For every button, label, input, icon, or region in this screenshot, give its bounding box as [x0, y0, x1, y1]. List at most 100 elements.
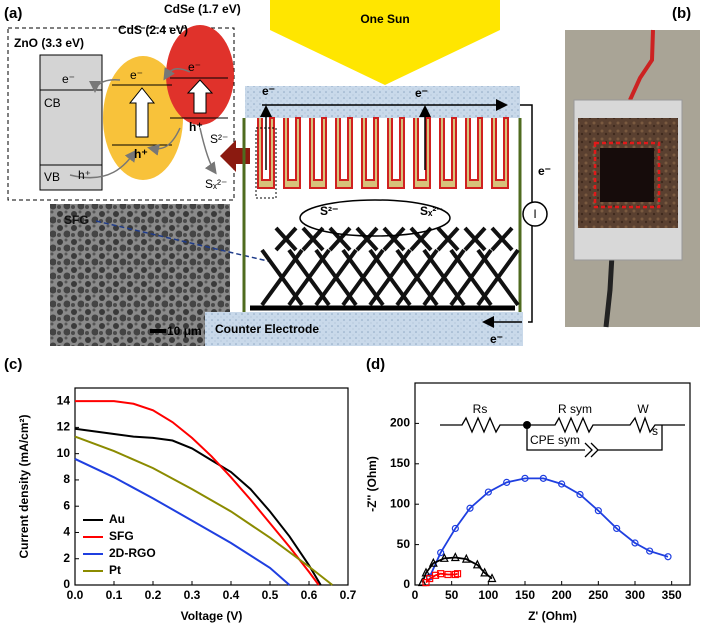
x-tick-label: 0.1 [106, 588, 123, 602]
series-line [74, 458, 291, 586]
wire [628, 29, 655, 101]
rod [387, 117, 405, 189]
equivalent-circuit [440, 416, 685, 458]
y-tick-label: 12 [57, 420, 71, 434]
node [523, 421, 531, 429]
x-axis-title: Z' (Ohm) [528, 609, 577, 623]
y-axis-title: -Z'' (Ohm) [365, 456, 379, 512]
circuit-label: s [652, 424, 658, 438]
rod [439, 117, 457, 189]
redox-cycle [299, 199, 451, 237]
series-line [75, 400, 320, 586]
y-tick-label: 200 [390, 416, 410, 430]
label: h⁺ [78, 168, 91, 182]
scale-label: 10 μm [167, 324, 202, 338]
label: I [533, 207, 536, 221]
circuit-label: W [637, 402, 649, 416]
legend-label: Pt [109, 563, 121, 577]
counter-label: Counter Electrode [215, 322, 319, 336]
point [558, 480, 566, 488]
label: Sₓ²⁻ [420, 204, 443, 218]
sem-image [50, 204, 230, 346]
sfg-lattice [260, 226, 520, 307]
label: CB [44, 96, 61, 110]
panel-label: (b) [672, 5, 691, 22]
rod [361, 117, 379, 189]
y-axis-title: Current density (mA/cm²) [17, 414, 31, 558]
circuit-label: Rs [473, 402, 488, 416]
y-tick-label: 4 [63, 525, 70, 539]
x-axis-title: Voltage (V) [181, 609, 243, 623]
legend-label: 2D-RGO [109, 546, 156, 560]
x-tick-label: 0 [412, 588, 419, 602]
label: S²⁻ [320, 204, 338, 218]
fit-line [421, 556, 493, 583]
y-tick-label: 8 [63, 472, 70, 486]
rod [491, 117, 509, 189]
cdse-excitation-arrow [186, 79, 214, 114]
panel-label: (d) [366, 356, 385, 373]
series-line [74, 435, 334, 586]
lattice-strut [287, 226, 331, 307]
x-tick-label: 0.5 [262, 588, 279, 602]
point [421, 567, 431, 577]
lattice-strut [368, 226, 412, 307]
label: VB [44, 170, 60, 184]
pointer [95, 220, 273, 263]
point [451, 570, 459, 579]
point [422, 578, 430, 587]
label: e⁻ [490, 332, 503, 346]
electron-transfer [89, 79, 121, 93]
x-tick-label: 0.7 [340, 588, 357, 602]
y-tick-label: 100 [390, 496, 410, 510]
cds-excitation-arrow [128, 87, 156, 138]
lattice-strut [395, 226, 439, 307]
y-tick-label: 6 [63, 498, 70, 512]
legend-label: Au [109, 512, 125, 526]
current-meter [522, 201, 548, 227]
x-tick-label: 150 [515, 588, 535, 602]
point [428, 557, 438, 567]
x-tick-label: 350 [662, 588, 682, 602]
point [539, 474, 547, 482]
label: e⁻ [538, 164, 551, 178]
x-tick-label: 0.6 [301, 588, 318, 602]
label: h⁺ [134, 147, 148, 161]
scale-bar [150, 329, 166, 333]
point [444, 570, 452, 579]
highlight-box [593, 141, 661, 209]
counter-glass [205, 312, 523, 346]
point [503, 478, 511, 486]
wire [603, 254, 615, 328]
label: S²⁻ [210, 132, 228, 146]
label: e⁻ [262, 84, 275, 98]
point [646, 547, 654, 555]
point [576, 490, 584, 499]
x-tick-label: 0.3 [184, 588, 201, 602]
x-tick-label: 0.0 [67, 588, 84, 602]
x-tick-label: 300 [625, 588, 645, 602]
hole-transfer [69, 149, 137, 179]
panel-label: (c) [4, 356, 22, 373]
y-tick-label: 50 [397, 537, 411, 551]
label: e⁻ [415, 86, 428, 100]
point [417, 577, 427, 587]
lattice-strut [260, 226, 304, 307]
label: e⁻ [62, 72, 75, 86]
series-line [74, 427, 322, 586]
sun-label: One Sun [360, 12, 409, 26]
label: CdS (2.4 eV) [118, 23, 188, 37]
rod [335, 117, 353, 189]
lattice-strut [476, 226, 520, 307]
point [451, 524, 459, 533]
point [437, 549, 445, 557]
active-area [600, 148, 654, 202]
label: h⁺ [189, 120, 203, 134]
label: e⁻ [130, 68, 143, 82]
point [453, 570, 462, 578]
cdse-circle [166, 25, 234, 125]
zno-band [39, 54, 103, 191]
point [472, 559, 482, 569]
point [613, 524, 621, 533]
